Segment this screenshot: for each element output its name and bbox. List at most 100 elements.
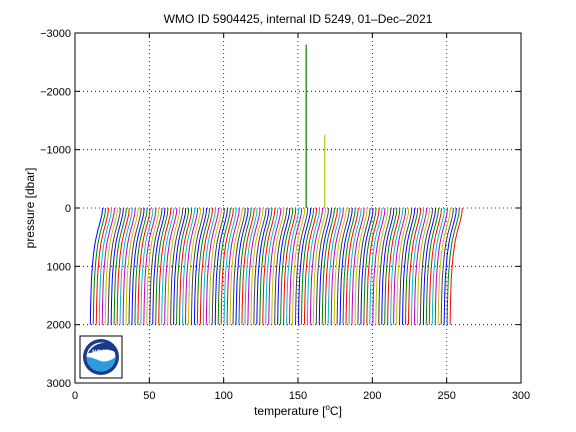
y-tick-labels: −3000 −2000 −1000 0 1000 2000 3000 (40, 28, 71, 390)
profile-line (181, 207, 196, 325)
profile-line (357, 207, 371, 325)
profile-line (146, 207, 160, 325)
y-tick-label: 1000 (47, 261, 71, 273)
profile-line (223, 207, 237, 325)
x-tick-labels: 0 50 100 150 200 250 300 (72, 390, 530, 402)
y-tick-label: −2000 (40, 86, 71, 98)
profile-line (402, 207, 416, 325)
profile-line (265, 207, 279, 325)
profile-line (155, 207, 169, 325)
svg-text:NOAA: NOAA (92, 350, 110, 356)
profile-line (378, 207, 392, 325)
profile-line (449, 207, 463, 325)
profile-line (199, 207, 214, 325)
profile-line (336, 207, 350, 325)
profile-line (437, 207, 451, 325)
profile-line (333, 207, 347, 325)
y-tick-label: 0 (65, 203, 71, 215)
profile-line (372, 207, 386, 325)
profile-line (410, 207, 425, 325)
profile-line (425, 207, 439, 325)
profile-line (369, 207, 383, 325)
profile-line (416, 207, 431, 325)
profile-line (327, 207, 341, 325)
profile-line (193, 207, 208, 325)
profile-line (116, 207, 130, 325)
profile-line (446, 207, 460, 325)
profile-line (232, 207, 246, 325)
profile-line (250, 207, 264, 325)
x-tick-label: 200 (363, 390, 381, 402)
profile-line (170, 207, 184, 325)
profile-line (321, 207, 335, 325)
y-tick-label: −1000 (40, 145, 71, 157)
plot-area: 0 50 100 150 200 250 300 −3000 −2000 −1000 0 1000 2… (40, 28, 530, 402)
profile-line (119, 207, 133, 325)
profile-line (92, 207, 106, 325)
profile-line (309, 207, 324, 325)
profile-line (256, 207, 270, 325)
profile-line (184, 207, 199, 325)
profile-line (137, 207, 151, 325)
profile-line (179, 207, 193, 325)
x-tick-label: 50 (143, 390, 155, 402)
profile-line (208, 207, 222, 325)
profile-line (238, 207, 252, 325)
profile-line (262, 207, 276, 325)
profile-line (351, 207, 365, 325)
profile-line (399, 207, 413, 325)
y-tick-label: −3000 (40, 28, 71, 40)
profile-line (330, 207, 344, 325)
profile-line (214, 207, 228, 325)
profile-line (134, 207, 148, 325)
x-tick-label: 0 (72, 390, 78, 402)
profile-line (297, 207, 312, 325)
profile-line (89, 207, 103, 325)
profile-line (360, 207, 374, 325)
profile-line (366, 207, 380, 325)
profile-line (161, 207, 175, 325)
profile-line (241, 207, 255, 325)
profile-line (312, 207, 326, 325)
profile-line (125, 207, 139, 325)
profile-line (149, 207, 163, 325)
profile-line (315, 207, 329, 325)
profile-line (387, 207, 401, 325)
profile-line (339, 207, 353, 325)
profile-line (277, 207, 291, 325)
profile-line (292, 207, 306, 325)
x-tick-label: 100 (214, 390, 232, 402)
profile-line (404, 207, 419, 325)
profile-line (428, 207, 442, 325)
profile-line (396, 207, 410, 325)
profile-line (324, 207, 338, 325)
noaa-logo: NOAA (79, 335, 123, 379)
profile-line (431, 207, 445, 325)
profile-line (300, 207, 315, 325)
profile-line (110, 207, 124, 325)
profile-line (407, 207, 422, 325)
profile-line (384, 207, 398, 325)
profile-line (259, 207, 273, 325)
profile-line (286, 207, 300, 325)
profile-line (226, 207, 240, 325)
profile-line (229, 207, 243, 325)
spike-lines (305, 44, 326, 208)
profile-line (271, 207, 285, 325)
profile-line (363, 207, 377, 325)
profile-line (375, 207, 389, 325)
chart-title: WMO ID 5904425, internal ID 5249, 01–Dec… (164, 12, 433, 26)
profile-line (164, 207, 178, 325)
profile-line (393, 207, 407, 325)
profile-line (190, 207, 205, 325)
profile-line (220, 207, 234, 325)
x-axis-label: temperature [oC] (254, 403, 342, 418)
x-tick-label: 300 (512, 390, 530, 402)
profile-line (253, 207, 267, 325)
profile-line (381, 207, 395, 325)
profile-line (140, 207, 154, 325)
profile-line (113, 207, 127, 325)
profile-line (131, 207, 145, 325)
profile-line (280, 207, 294, 325)
